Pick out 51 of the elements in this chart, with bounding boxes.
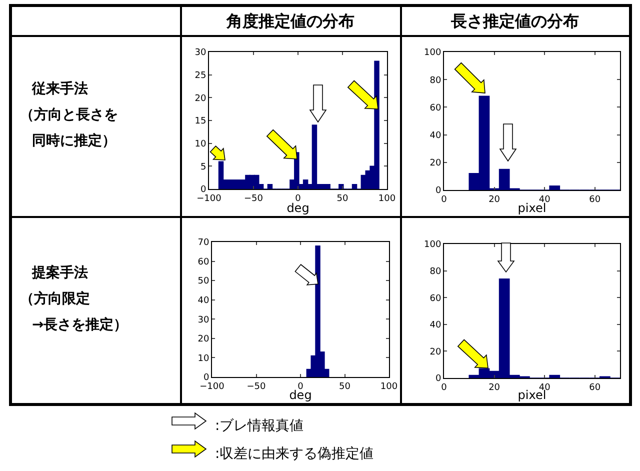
text: →長さを推定）	[32, 316, 128, 335]
y-tick-label: 60	[430, 103, 442, 114]
x-tick-label: 0	[295, 194, 302, 204]
y-tick-label: 40	[198, 296, 210, 306]
x-tick-label: 20	[488, 194, 500, 205]
x-tick-label: 60	[589, 194, 601, 205]
y-tick-label: 80	[430, 76, 442, 86]
y-tick-label: 0	[203, 373, 210, 384]
x-tick-label: −100	[200, 382, 225, 392]
y-tick-label: 25	[194, 70, 206, 81]
x-axis-title: deg	[286, 201, 310, 215]
y-tick-label: 40	[430, 320, 442, 331]
x-tick-label: 20	[488, 382, 500, 393]
x-tick-label: 100	[380, 382, 398, 392]
y-tick-label: 30	[194, 48, 206, 58]
x-tick-label: −100	[196, 194, 222, 204]
x-tick-label: 100	[378, 194, 396, 204]
x-tick-label: −50	[246, 382, 266, 392]
y-tick-label: 60	[430, 294, 442, 304]
y-tick-label: 0	[435, 374, 442, 384]
y-tick-label: 50	[198, 276, 210, 287]
text: 提案手法	[32, 264, 88, 283]
y-tick-label: 5	[200, 162, 206, 172]
chart-title: 長さ推定値の分布	[450, 12, 579, 31]
y-tick-label: 10	[198, 354, 210, 364]
y-tick-label: 70	[198, 238, 210, 248]
y-tick-label: 100	[424, 240, 442, 250]
text: （方向限定	[20, 290, 90, 309]
x-tick-label: 50	[339, 382, 351, 392]
chart-title: 角度推定値の分布	[226, 12, 354, 31]
y-tick-label: 80	[430, 266, 442, 277]
text: :収差に由来する偽推定値	[215, 445, 374, 464]
x-tick-label: 60	[589, 382, 601, 393]
text: 従来手法	[32, 80, 88, 99]
y-tick-label: 20	[430, 347, 442, 358]
x-tick-label: 50	[336, 194, 348, 204]
y-tick-label: 30	[198, 315, 210, 326]
y-tick-label: 0	[435, 186, 442, 196]
text: （方向と長さを	[20, 106, 118, 125]
y-tick-label: 20	[198, 334, 210, 345]
y-tick-label: 10	[194, 139, 206, 150]
y-tick-label: 100	[424, 48, 442, 58]
text: 同時に推定）	[32, 132, 116, 151]
y-tick-label: 40	[430, 130, 442, 141]
y-tick-label: 0	[200, 185, 206, 196]
y-tick-label: 20	[194, 94, 206, 104]
y-tick-label: 15	[194, 116, 206, 127]
y-tick-label: 20	[430, 158, 442, 169]
y-tick-label: 60	[198, 257, 210, 268]
x-tick-label: −50	[244, 194, 264, 204]
text: :ブレ情報真値	[215, 417, 304, 436]
